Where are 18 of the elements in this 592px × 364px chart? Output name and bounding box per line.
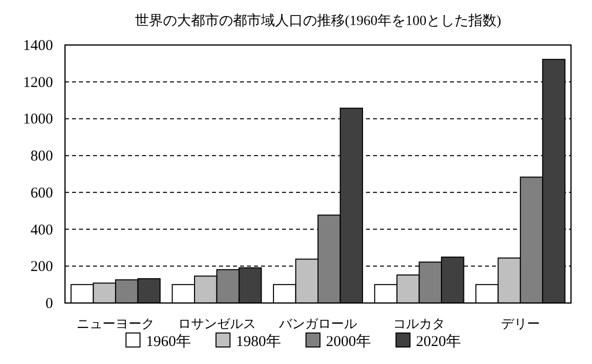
x-tick-label: バンガロール xyxy=(278,316,357,331)
x-tick-label: デリー xyxy=(500,316,540,331)
y-tick-label: 200 xyxy=(30,259,53,276)
y-tick-label: 1200 xyxy=(23,74,53,91)
y-tick-label: 0 xyxy=(46,296,53,312)
y-tick-label: 1400 xyxy=(23,38,53,54)
y-tick-label: 1000 xyxy=(23,112,53,128)
x-tick-label: コルカタ xyxy=(393,316,446,331)
legend-label: 2020年 xyxy=(416,333,461,350)
y-tick-label: 800 xyxy=(30,148,53,165)
legend-label: 1960年 xyxy=(146,333,191,350)
y-tick-label: 600 xyxy=(30,185,53,202)
legend-label: 2000年 xyxy=(326,333,371,350)
x-tick-label: ロサンゼルス xyxy=(178,316,256,331)
y-tick-label: 400 xyxy=(30,222,53,238)
x-tick-label: ニューヨーク xyxy=(76,316,155,331)
legend-label: 1980年 xyxy=(236,333,281,350)
title: 世界の大都市の都市域人口の推移(1960年を100とした指数) xyxy=(134,14,502,29)
